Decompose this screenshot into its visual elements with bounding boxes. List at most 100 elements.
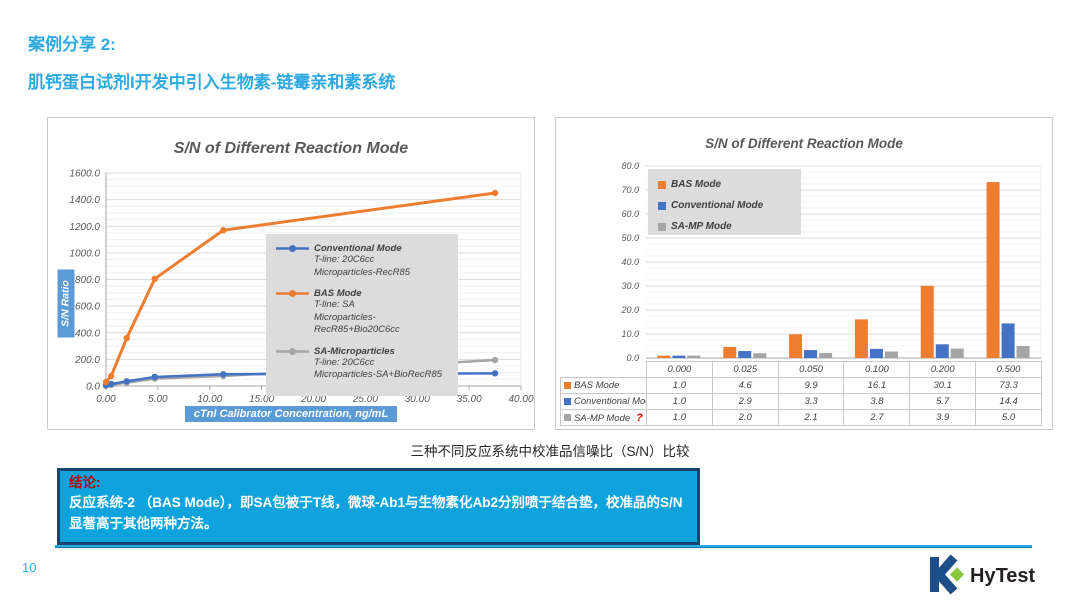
bar-chart-title: S/N of Different Reaction Mode bbox=[705, 136, 903, 151]
table-cell: 3.3 bbox=[777, 393, 845, 410]
table-row-label: SA-MP Mode? bbox=[560, 409, 647, 426]
svg-text:5.00: 5.00 bbox=[148, 394, 168, 405]
slide-title: 案例分享 2: bbox=[28, 35, 116, 54]
table-category-header: 0.050 bbox=[777, 361, 845, 378]
svg-text:1400.0: 1400.0 bbox=[69, 195, 100, 206]
line-chart-legend: Conventional Mode T-line: 20C6cc Micropart… bbox=[266, 234, 458, 396]
table-cell: 3.8 bbox=[843, 393, 911, 410]
conclusion-body: 反应系统-2 （BAS Mode），即SA包被于T线，微球-Ab1与生物素化Ab… bbox=[69, 495, 683, 531]
bar-chart-data-table: 0.000 0.025 0.050 0.100 0.200 0.500 BAS Mode 1.… bbox=[560, 361, 1042, 426]
table-row-label: Conventional Mode bbox=[560, 393, 647, 410]
hytest-logo: HyTest bbox=[918, 552, 1058, 598]
svg-text:600.0: 600.0 bbox=[75, 302, 100, 313]
svg-text:20.0: 20.0 bbox=[620, 305, 639, 315]
legend-series-detail: T-line: 20C6cc bbox=[314, 356, 375, 368]
table-cell: 1.0 bbox=[646, 409, 713, 426]
svg-text:35.00: 35.00 bbox=[457, 394, 482, 405]
svg-text:1200.0: 1200.0 bbox=[69, 222, 100, 233]
svg-text:40.00: 40.00 bbox=[508, 394, 533, 405]
hytest-logo-text: HyTest bbox=[970, 565, 1036, 587]
svg-text:0.0: 0.0 bbox=[86, 382, 100, 393]
legend-entry: Conventional Mode bbox=[658, 197, 791, 214]
legend-swatch-icon bbox=[564, 397, 571, 405]
legend-swatch-icon bbox=[658, 180, 666, 189]
table-cell: 2.1 bbox=[777, 409, 845, 426]
bar-chart-legend: BAS Mode Conventional Mode SA-MP Mode bbox=[648, 169, 801, 235]
svg-text:30.00: 30.00 bbox=[405, 394, 430, 405]
legend-series-detail: T-line: 20C6cc bbox=[314, 254, 375, 265]
legend-swatch-icon bbox=[658, 222, 666, 231]
table-category-header: 0.500 bbox=[975, 361, 1042, 378]
table-cell: 3.9 bbox=[909, 409, 977, 426]
svg-text:1000.0: 1000.0 bbox=[69, 248, 100, 259]
svg-text:10.00: 10.00 bbox=[197, 394, 222, 405]
table-cell: 1.0 bbox=[646, 393, 713, 410]
svg-text:50.0: 50.0 bbox=[621, 233, 639, 243]
svg-text:1600.0: 1600.0 bbox=[69, 169, 100, 180]
legend-swatch-icon bbox=[564, 381, 571, 389]
table-cell: 5.0 bbox=[975, 409, 1042, 426]
svg-text:10.0: 10.0 bbox=[621, 329, 639, 339]
logo-diamond-icon bbox=[945, 563, 969, 586]
legend-entry: SA-Microparticles T-line: 20C6cc Micropart… bbox=[276, 346, 450, 382]
table-category-header: 0.025 bbox=[711, 361, 779, 378]
table-cell: 5.7 bbox=[909, 393, 977, 410]
legend-line-marker-icon bbox=[276, 245, 309, 252]
legend-entry: BAS Mode T-line: SA Microparticles-RecR85+… bbox=[276, 288, 450, 337]
svg-text:200.0: 200.0 bbox=[74, 355, 100, 366]
bar-chart-panel: S/N of Different Reaction Mode 0.0 10.0 20… bbox=[555, 117, 1053, 430]
hytest-logo-mark: HyTest bbox=[930, 554, 1036, 595]
slide-subtitle: 肌钙蛋白试剂I开发中引入生物素-链霉亲和素系统 bbox=[28, 73, 396, 92]
svg-text:15.00: 15.00 bbox=[249, 394, 274, 405]
table-cell: 9.9 bbox=[777, 377, 845, 394]
table-category-header: 0.100 bbox=[843, 361, 911, 378]
table-cell: 30.1 bbox=[909, 377, 977, 394]
table-cell: 2.9 bbox=[711, 393, 779, 410]
legend-series-detail: Microparticles-SA+BioRecR85 bbox=[314, 369, 443, 380]
table-category-header: 0.000 bbox=[646, 361, 713, 378]
legend-entry: Conventional Mode T-line: 20C6cc Micropart… bbox=[276, 243, 450, 279]
legend-series-name: BAS Mode bbox=[314, 288, 362, 299]
legend-swatch-icon bbox=[564, 414, 571, 422]
svg-text:20.00: 20.00 bbox=[300, 394, 326, 405]
svg-text:70.0: 70.0 bbox=[621, 185, 639, 195]
legend-series-detail: T-line: SA bbox=[314, 299, 355, 310]
legend-series-name: SA-MP Mode bbox=[671, 221, 732, 232]
svg-text:60.0: 60.0 bbox=[621, 209, 639, 219]
svg-text:30.0: 30.0 bbox=[621, 281, 639, 291]
table-row: BAS Mode 1.0 4.6 9.9 16.1 30.1 73.3 bbox=[560, 377, 1042, 394]
conclusion-box: 结论: 反应系统-2 （BAS Mode），即SA包被于T线，微球-Ab1与生物… bbox=[57, 468, 700, 545]
legend-series-detail: Microparticles-RecR85 bbox=[314, 266, 411, 278]
svg-text:25.00: 25.00 bbox=[352, 394, 378, 405]
line-chart-title: S/N of Different Reaction Mode bbox=[173, 140, 409, 157]
legend-series-name: BAS Mode bbox=[671, 179, 721, 190]
legend-series-name: SA-Microparticles bbox=[314, 345, 395, 357]
table-cell: 2.0 bbox=[711, 409, 779, 426]
table-cell: 4.6 bbox=[711, 377, 779, 394]
legend-entry: BAS Mode bbox=[658, 176, 791, 193]
conclusion-heading: 结论: bbox=[69, 475, 101, 490]
line-chart-panel: S/N of Different Reaction Mode S/N Ratio… bbox=[47, 117, 535, 430]
legend-series-detail: Microparticles-RecR85+Bio20C6cc bbox=[314, 311, 400, 336]
legend-series-name: Conventional Mode bbox=[671, 200, 764, 211]
table-cell: 2.7 bbox=[843, 409, 911, 426]
svg-text:0.0: 0.0 bbox=[626, 353, 639, 363]
table-corner-cell bbox=[561, 362, 647, 378]
table-cell: 73.3 bbox=[975, 377, 1042, 394]
legend-swatch-icon bbox=[658, 201, 666, 210]
legend-series-name: Conventional Mode bbox=[314, 243, 402, 254]
svg-text:800.0: 800.0 bbox=[75, 275, 100, 286]
page-number: 10 bbox=[22, 560, 37, 575]
table-cell: 16.1 bbox=[843, 377, 911, 394]
legend-line-marker-icon bbox=[276, 290, 309, 297]
question-mark-annotation: ? bbox=[636, 411, 643, 424]
x-axis-label: cTnI Calibrator Concentration, ng/mL bbox=[184, 406, 398, 422]
table-category-header: 0.200 bbox=[909, 361, 977, 378]
svg-text:0.00: 0.00 bbox=[96, 394, 116, 405]
svg-text:400.0: 400.0 bbox=[75, 328, 100, 339]
svg-text:40.0: 40.0 bbox=[621, 257, 639, 267]
legend-entry: SA-MP Mode bbox=[658, 218, 791, 235]
table-row-label: BAS Mode bbox=[560, 377, 647, 394]
svg-text:80.0: 80.0 bbox=[621, 161, 639, 171]
